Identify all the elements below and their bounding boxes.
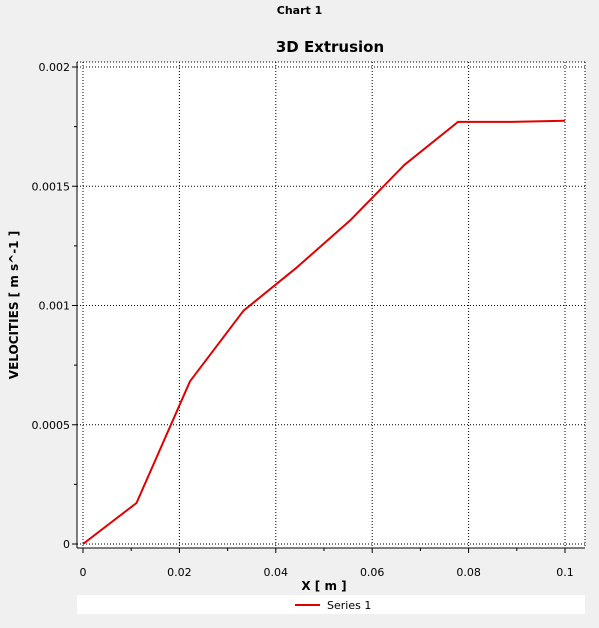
y-tick-label: 0.0015 <box>32 180 71 193</box>
plot-area <box>77 62 585 548</box>
x-tick-label: 0.08 <box>456 566 481 579</box>
y-axis-label: VELOCITIES [ m s^-1 ] <box>7 231 21 379</box>
x-axis-ticks: 0 0.02 0.04 0.06 0.08 0.1 <box>80 548 574 579</box>
x-tick-label: 0.1 <box>556 566 574 579</box>
window-title: Chart 1 <box>276 4 323 17</box>
x-tick-label: 0.04 <box>264 566 289 579</box>
y-tick-label: 0.001 <box>39 300 71 313</box>
series-group <box>82 119 566 545</box>
y-tick-label: 0.0005 <box>32 419 71 432</box>
legend-label-series-1: Series 1 <box>327 599 371 612</box>
x-tick-label: 0 <box>80 566 87 579</box>
grid-lines <box>77 61 586 548</box>
chart-title: 3D Extrusion <box>276 38 384 56</box>
y-axis-ticks: 0 0.0005 0.001 0.0015 0.002 <box>32 61 77 551</box>
x-tick-label: 0.02 <box>167 566 192 579</box>
x-axis-label: X [ m ] <box>301 579 346 593</box>
y-tick-label: 0.002 <box>39 61 71 74</box>
y-tick-label: 0 <box>63 538 70 551</box>
x-tick-label: 0.06 <box>360 566 385 579</box>
series-line-1 <box>82 119 566 545</box>
legend-box <box>77 595 585 614</box>
